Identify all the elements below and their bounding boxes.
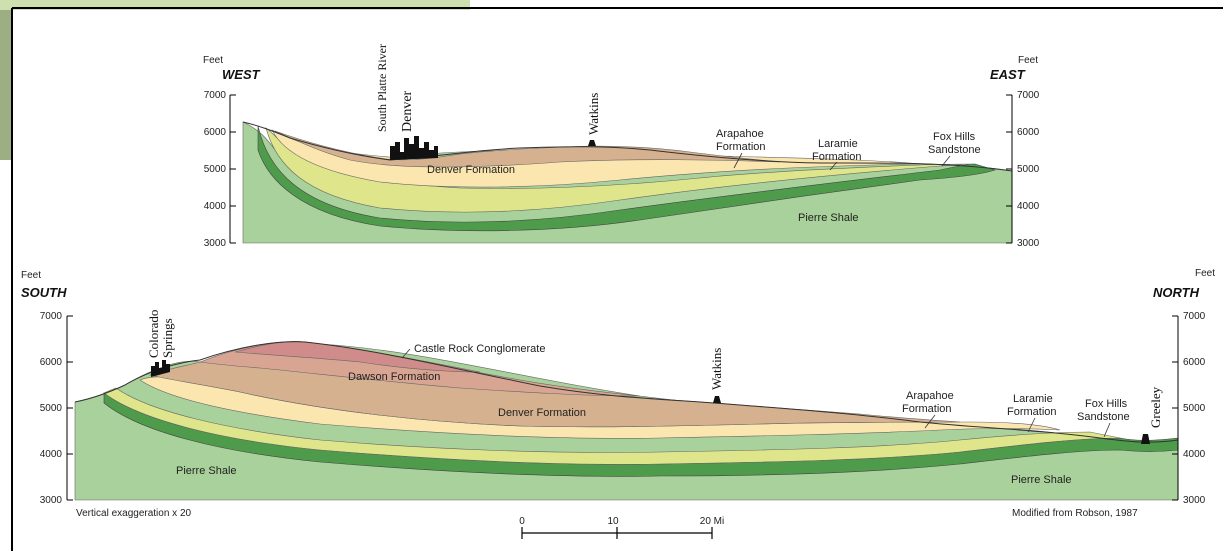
bottom-label-fox-hills-1: Fox Hills [1085,398,1128,410]
watkins-top-marker [588,140,596,146]
top-right-tick-5000: 5000 [1017,164,1040,175]
label-colorado: Colorado [146,310,161,358]
top-label-pierre-shale: Pierre Shale [798,212,859,224]
direction-east: EAST [990,67,1026,82]
bottom-label-denver-formation: Denver Formation [498,407,586,419]
background-map-strip [0,0,470,10]
bottom-label-laramie-1: Laramie [1013,393,1053,405]
scale-label-20: 20 Mi [700,516,724,527]
top-label-arapahoe-1: Arapahoe [716,128,764,140]
leader-arapahoe-top [733,152,743,169]
top-left-tick-4000: 4000 [204,201,227,212]
leader-laramie-top [829,161,838,171]
bottom-surface-line [74,341,1179,443]
bottom-label-pierre-shale-right: Pierre Shale [1011,474,1072,486]
top-label-laramie-1: Laramie [818,138,858,150]
top-right-tick-3000: 3000 [1017,238,1040,249]
top-right-units: Feet [1018,55,1038,66]
bottom-label-arapahoe-2: Formation [902,403,952,415]
bottom-right-tick-3000: 3000 [1183,495,1206,506]
bottom-label-dawson-formation: Dawson Formation [348,371,440,383]
scale-bar [521,527,713,539]
leader-foxhills-bottom [1103,422,1111,438]
top-label-arapahoe-2: Formation [716,141,766,153]
top-left-tick-3000: 3000 [204,238,227,249]
bottom-left-tick-6000: 6000 [40,357,63,368]
top-right-tick-6000: 6000 [1017,127,1040,138]
direction-south: SOUTH [21,285,67,300]
bottom-label-pierre-shale-left: Pierre Shale [176,465,237,477]
top-left-ticks [230,94,236,244]
bottom-left-tick-7000: 7000 [40,311,63,322]
label-watkins-bottom: Watkins [709,348,724,390]
bottom-left-tick-3000: 3000 [40,495,63,506]
bottom-left-tick-5000: 5000 [40,403,63,414]
scale-label-0: 0 [519,516,525,527]
greeley-marker [1141,434,1150,444]
label-springs: Springs [160,318,175,358]
leader-arapahoe-bottom [924,414,936,429]
direction-north: NORTH [1153,285,1200,300]
label-south-platte-river: South Platte River [375,44,389,132]
top-label-laramie-2: Formation [812,151,862,163]
bottom-left-ticks [67,315,73,501]
bottom-label-laramie-2: Formation [1007,406,1057,418]
top-left-units: Feet [203,55,223,66]
bottom-right-tick-5000: 5000 [1183,403,1206,414]
denver-city-silhouette [390,136,438,160]
west-east-section: 7000 6000 5000 4000 3000 Feet WEST 7000 … [203,44,1040,249]
bottom-label-castle-rock: Castle Rock Conglomerate [414,343,545,355]
top-left-tick-7000: 7000 [204,90,227,101]
top-right-ticks [1006,94,1012,244]
leader-castle-rock [401,348,411,359]
direction-west: WEST [222,67,261,82]
top-label-denver-formation: Denver Formation [427,164,515,176]
leader-foxhills-top [941,155,951,167]
bottom-right-tick-4000: 4000 [1183,449,1206,460]
bottom-left-units: Feet [21,270,41,281]
scale-label-10: 10 [607,516,619,527]
bottom-left-tick-4000: 4000 [40,449,63,460]
top-fox-hills-layer [257,125,996,232]
colorado-springs-silhouette [151,360,170,377]
top-label-fox-hills-2: Sandstone [928,144,981,156]
top-denver-formation-layer [274,130,781,168]
bottom-right-tick-7000: 7000 [1183,311,1206,322]
bottom-label-fox-hills-2: Sandstone [1077,411,1130,423]
top-surface-line [242,121,1013,172]
background-map-fragment [0,0,12,160]
label-watkins-top: Watkins [586,93,601,135]
bottom-right-units: Feet [1195,268,1215,279]
watkins-bottom-marker [713,396,721,403]
bottom-right-tick-6000: 6000 [1183,357,1206,368]
leader-laramie-bottom [1027,417,1036,433]
label-greeley: Greeley [1148,386,1163,428]
bottom-label-arapahoe-1: Arapahoe [906,390,954,402]
bottom-right-ticks [1172,315,1178,501]
top-right-tick-7000: 7000 [1017,90,1040,101]
bottom-laramie-layer [103,387,1121,465]
vertical-exaggeration-note: Vertical exaggeration x 20 [76,508,192,519]
credit-note: Modified from Robson, 1987 [1012,508,1138,519]
top-left-tick-5000: 5000 [204,164,227,175]
top-left-tick-6000: 6000 [204,127,227,138]
label-denver: Denver [400,90,415,132]
south-north-section: 7000 6000 5000 4000 3000 Feet SOUTH 7000… [21,268,1215,539]
top-label-fox-hills-1: Fox Hills [933,131,976,143]
top-right-tick-4000: 4000 [1017,201,1040,212]
